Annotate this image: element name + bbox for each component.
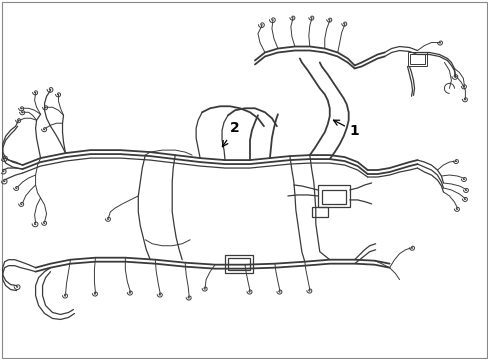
Bar [317, 185, 349, 207]
Bar [407, 53, 427, 67]
Bar [227, 258, 249, 270]
Bar [311, 207, 327, 217]
Bar [408, 54, 425, 64]
Text: 1: 1 [333, 120, 359, 138]
Bar [321, 190, 345, 204]
Text: 2: 2 [222, 121, 240, 147]
Bar [224, 255, 252, 273]
